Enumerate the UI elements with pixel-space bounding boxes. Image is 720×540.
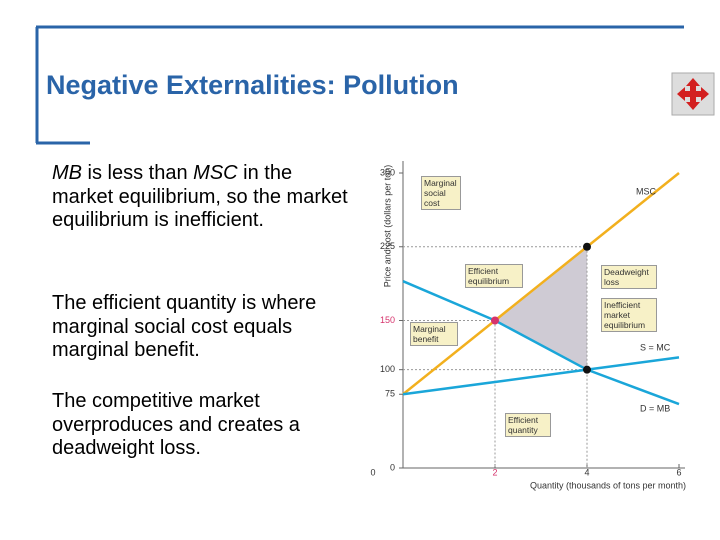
efficient-point bbox=[491, 316, 499, 325]
series-line bbox=[402, 280, 680, 406]
annotation: Inefficient market equilibrium bbox=[601, 298, 657, 332]
annotation: Efficient quantity bbox=[505, 413, 551, 437]
slide-title: Negative Externalities: Pollution bbox=[46, 70, 459, 100]
x-tick-label: 0 bbox=[370, 467, 375, 477]
market-point bbox=[583, 242, 591, 251]
series-line bbox=[402, 172, 680, 396]
y-tick-label: 300 bbox=[380, 167, 395, 177]
nav-icon[interactable] bbox=[671, 72, 715, 116]
annotation: Efficient equilibrium bbox=[465, 264, 523, 288]
y-tick-label: 100 bbox=[380, 364, 395, 374]
y-tick-label: 0 bbox=[390, 462, 395, 472]
y-tick-label: 75 bbox=[385, 389, 395, 399]
bullet: The competitive market overproduces and … bbox=[52, 390, 352, 461]
bullet-text: MSC bbox=[193, 162, 238, 184]
bullet-text: The competitive market overproduces and … bbox=[52, 390, 300, 459]
series-line bbox=[402, 356, 680, 396]
bullet-text: MB bbox=[52, 162, 82, 184]
x-axis-title: Quantity (thousands of tons per month) bbox=[530, 480, 686, 490]
series-label: S = MC bbox=[640, 342, 671, 352]
y-tick-label: 150 bbox=[380, 315, 395, 325]
annotation: Marginal social cost bbox=[421, 176, 461, 210]
bullet-text: in the market equilibrium, so the market… bbox=[52, 162, 348, 231]
bullet-text: The efficient quantity is where marginal… bbox=[52, 292, 317, 361]
annotation: Marginal benefit bbox=[410, 322, 458, 346]
x-tick-label: 2 bbox=[492, 467, 497, 477]
y-axis-title: Price and cost (dollars per ton) bbox=[382, 165, 392, 288]
bullet: The efficient quantity is where marginal… bbox=[52, 292, 352, 363]
bullet: MB is less than MSC in the market equili… bbox=[52, 162, 352, 233]
x-tick-label: 4 bbox=[584, 467, 589, 477]
series-label: MSC bbox=[636, 186, 657, 196]
bullet-text: is less than bbox=[82, 162, 194, 184]
market-point bbox=[583, 365, 591, 374]
y-tick-label: 225 bbox=[380, 241, 395, 251]
x-tick-label: 6 bbox=[676, 467, 681, 477]
series-label: D = MB bbox=[640, 403, 670, 413]
annotation: Deadweight loss bbox=[601, 265, 657, 289]
deadweight-loss-area bbox=[495, 246, 587, 370]
